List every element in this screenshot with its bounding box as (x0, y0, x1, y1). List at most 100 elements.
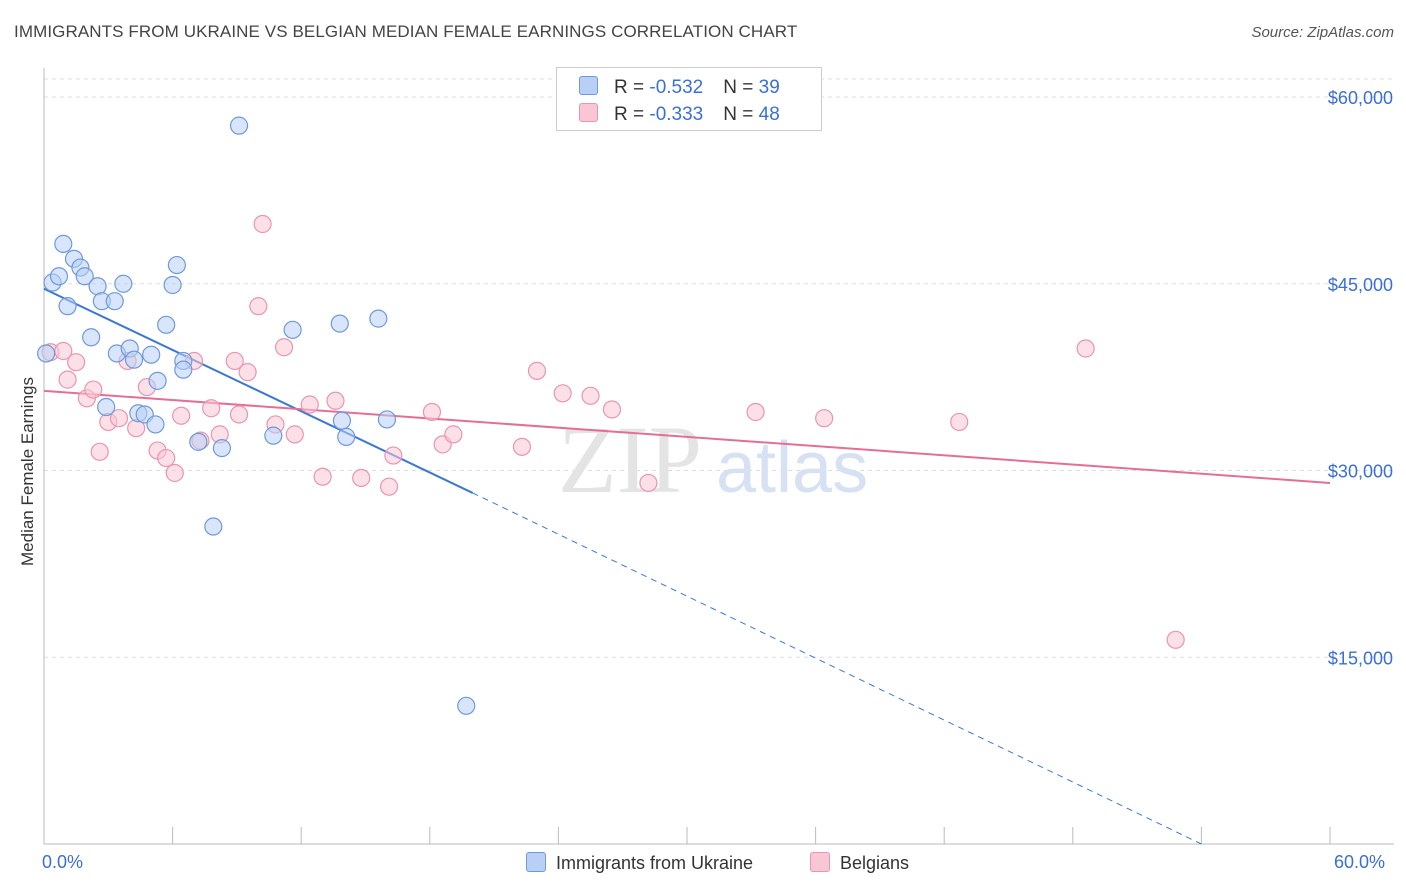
ukraine-point (369, 309, 388, 328)
belgians-point (67, 353, 86, 372)
ukraine-trend-extension (472, 492, 1202, 845)
bottom-belgians-swatch (810, 852, 830, 872)
belgians-r-label: R = (614, 104, 650, 125)
ukraine-point (88, 277, 107, 296)
belgians-point (384, 446, 403, 465)
ukraine-point (49, 267, 69, 286)
belgians-point (379, 477, 399, 496)
ukraine-point (264, 426, 283, 445)
belgians-point (58, 370, 77, 389)
belgians-point (157, 448, 176, 468)
x-tick-label-max: 60.0% (1334, 852, 1386, 872)
belgians-point (527, 361, 547, 380)
ukraine-trend-line (43, 287, 474, 494)
ukraine-point (337, 427, 356, 446)
ukraine-r-label: R = (614, 77, 650, 98)
ukraine-point (82, 328, 101, 347)
belgians-point (1166, 630, 1185, 649)
legend-row-ukraine: R = -0.532 N = 39 (579, 76, 780, 99)
chart-title: IMMIGRANTS FROM UKRAINE VS BELGIAN MEDIA… (14, 22, 798, 41)
ukraine-swatch (579, 76, 598, 95)
belgians-point (109, 409, 129, 428)
ukraine-point (377, 410, 397, 429)
belgians-point (352, 468, 371, 488)
ukraine-point (75, 267, 94, 286)
ukraine-point (146, 415, 165, 434)
ukraine-point (148, 371, 167, 390)
belgians-point (512, 437, 532, 456)
y-tick-label: $30,000 (1328, 462, 1393, 482)
ukraine-point (204, 517, 223, 536)
belgians-point (90, 442, 109, 461)
belgians-point (202, 399, 221, 418)
ukraine-point (142, 345, 161, 364)
belgians-point (249, 297, 268, 316)
belgians-point (313, 467, 332, 486)
y-tick-label: $60,000 (1328, 88, 1393, 108)
belgians-point (229, 405, 249, 424)
belgians-point (84, 380, 103, 399)
ukraine-point (163, 275, 182, 295)
belgians-point (326, 391, 345, 410)
belgians-r-value: -0.333 (649, 104, 704, 125)
belgians-point (274, 338, 294, 357)
belgians-point (1076, 339, 1095, 358)
ukraine-point (332, 411, 352, 430)
bottom-legend-belgians: Belgians (810, 852, 909, 874)
correlation-legend: R = -0.532 N = 39 R = -0.333 N = 48 (556, 67, 822, 131)
ukraine-point (212, 438, 231, 458)
watermark-zip: ZIP (558, 406, 702, 513)
belgians-point (300, 395, 319, 414)
ukraine-point (58, 297, 77, 316)
belgians-point (172, 406, 191, 425)
ukraine-point (97, 397, 116, 417)
ukraine-point (157, 315, 176, 334)
ukraine-point (457, 696, 476, 715)
belgians-n-value: 48 (758, 104, 780, 125)
legend-row-belgians: R = -0.333 N = 48 (579, 103, 780, 126)
belgians-swatch (579, 103, 598, 122)
ukraine-n-label: N = (723, 77, 759, 98)
y-tick-label: $15,000 (1328, 648, 1393, 668)
belgians-point (225, 351, 244, 371)
ukraine-point (229, 116, 249, 135)
belgians-point (815, 409, 834, 428)
belgians-point (553, 384, 572, 403)
belgians-point (422, 402, 442, 422)
y-tick-label: $45,000 (1328, 275, 1393, 295)
ukraine-point (54, 234, 73, 254)
bottom-legend-ukraine: Immigrants from Ukraine (526, 852, 753, 874)
belgians-point (444, 425, 463, 444)
ukraine-point (105, 292, 124, 311)
belgians-n-label: N = (723, 104, 759, 125)
ukraine-point (167, 255, 186, 275)
belgians-point (285, 425, 304, 444)
ukraine-n-value: 39 (758, 77, 780, 98)
belgians-point (581, 386, 600, 405)
trend-lines (43, 287, 1331, 845)
bottom-ukraine-swatch (526, 852, 546, 872)
ukraine-point (283, 320, 302, 339)
belgians-point (746, 402, 765, 422)
ukraine-point (124, 350, 144, 369)
ukraine-r-value: -0.532 (649, 77, 704, 98)
ukraine-point (114, 274, 133, 293)
axes (43, 68, 1394, 845)
y-tick-labels: $15,000 $30,000 $45,000 $60,000 (1328, 88, 1393, 668)
data-points (37, 116, 1185, 715)
belgians-trend-line (43, 389, 1331, 484)
belgians-point (165, 463, 184, 483)
belgians-point (253, 214, 272, 234)
y-axis-label: Median Female Earnings (18, 377, 37, 566)
ukraine-point (189, 432, 208, 451)
x-tick-label-min: 0.0% (42, 852, 84, 872)
source-credit: Source: ZipAtlas.com (1251, 24, 1394, 41)
ukraine-point (37, 344, 56, 363)
belgians-point (602, 400, 622, 419)
ukraine-point (174, 360, 193, 379)
belgians-point (639, 473, 658, 493)
belgians-point (238, 363, 257, 382)
bottom-belgians-label: Belgians (840, 853, 910, 873)
belgians-point (950, 412, 969, 432)
